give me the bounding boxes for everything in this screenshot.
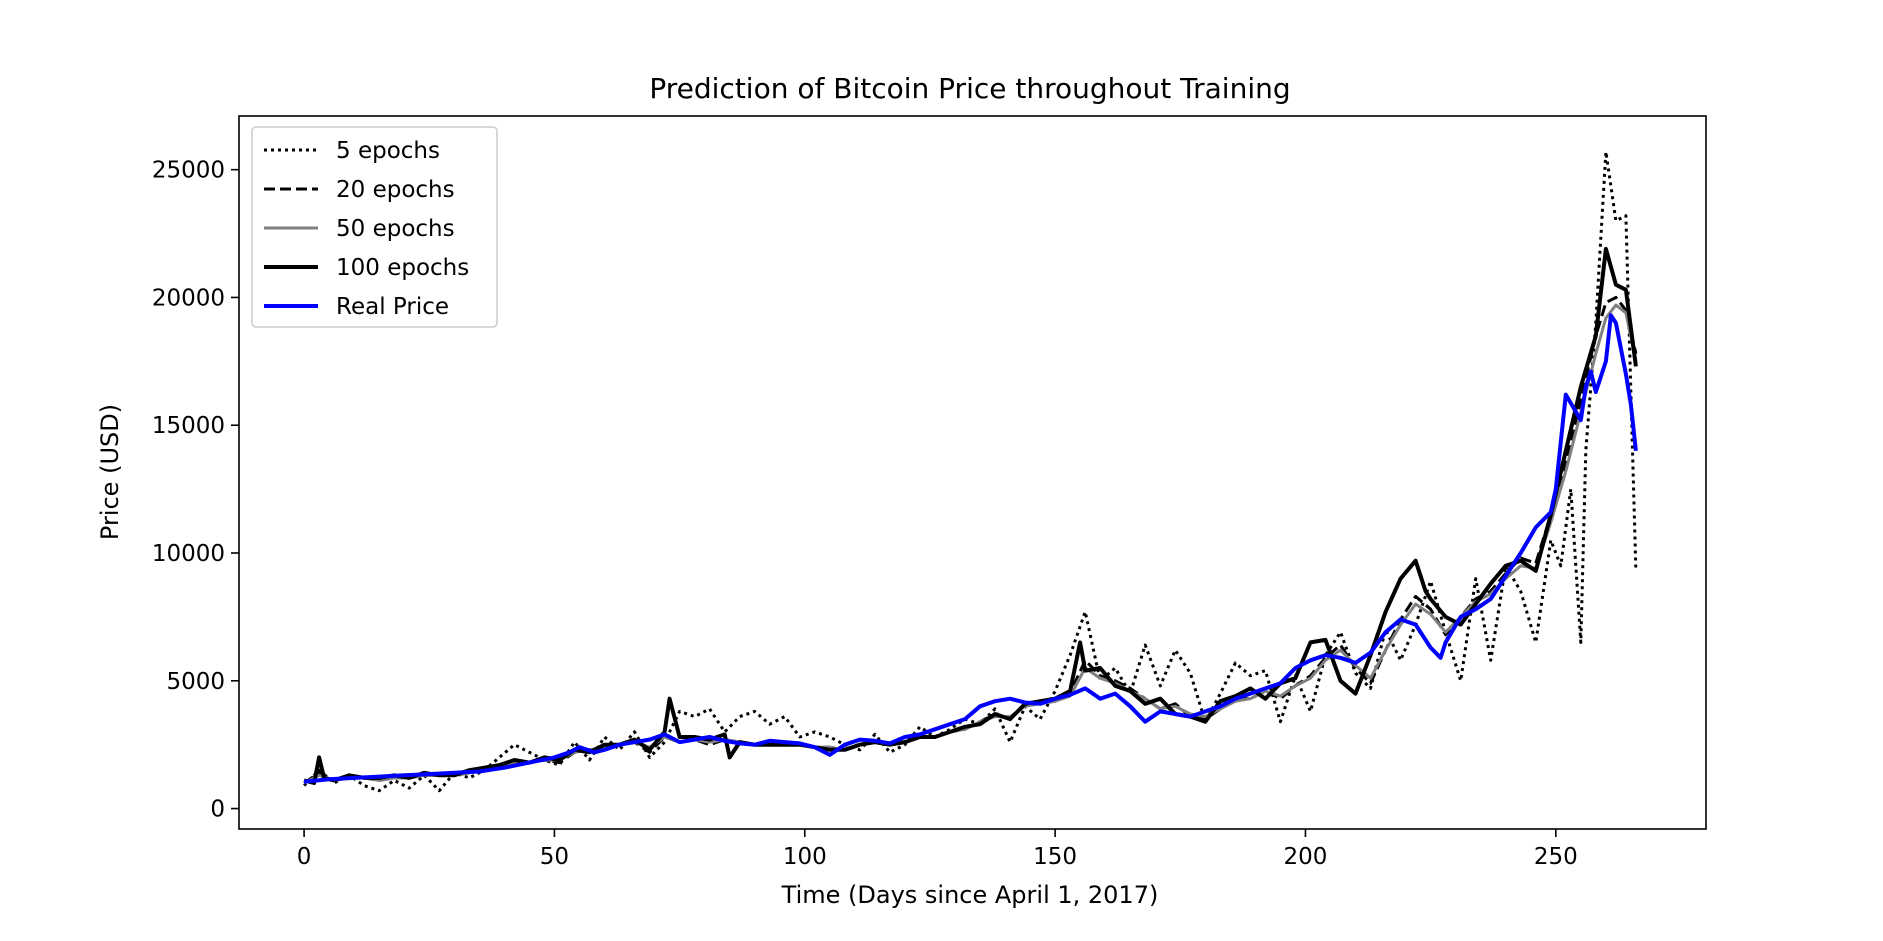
x-tick-label: 50 xyxy=(540,844,569,870)
legend-label-5-epochs: 5 epochs xyxy=(336,138,440,164)
legend-label-50-epochs: 50 epochs xyxy=(336,216,455,242)
series-line-100-epochs xyxy=(303,246,1638,785)
chart-title: Prediction of Bitcoin Price throughout T… xyxy=(649,72,1290,105)
x-axis-label: Time (Days since April 1, 2017) xyxy=(781,881,1159,909)
y-tick-label: 5000 xyxy=(166,669,225,695)
y-tick-label: 10000 xyxy=(152,541,225,567)
legend-label-20-epochs: 20 epochs xyxy=(336,177,455,203)
y-axis-label: Price (USD) xyxy=(96,404,124,540)
series-line-5-epochs xyxy=(303,150,1638,793)
x-tick-label: 250 xyxy=(1534,844,1578,870)
y-axis: 0 5000 10000 15000 20000 25000 xyxy=(152,158,239,823)
legend-box xyxy=(251,126,498,328)
legend-label-100-epochs: 100 epochs xyxy=(336,255,469,281)
x-tick-label: 200 xyxy=(1284,844,1328,870)
x-tick-label: 150 xyxy=(1033,844,1077,870)
plot-frame xyxy=(238,115,1707,830)
x-tick-label: 0 xyxy=(297,844,312,870)
x-tick-label: 100 xyxy=(783,844,827,870)
series-line-real-price xyxy=(303,313,1638,784)
legend-label-real-price: Real Price xyxy=(336,294,449,320)
y-tick-label: 25000 xyxy=(152,158,225,184)
y-tick-label: 15000 xyxy=(152,413,225,439)
legend: 5 epochs 20 epochs 50 epochs 100 epochs Real… xyxy=(251,126,498,328)
series-layer xyxy=(303,150,1638,793)
legend-items: 5 epochs 20 epochs 50 epochs 100 epochs Real… xyxy=(264,138,469,320)
y-tick-label: 20000 xyxy=(152,285,225,311)
y-tick-label: 0 xyxy=(210,797,225,823)
x-axis: 0 50 100 150 200 250 xyxy=(297,829,1578,870)
